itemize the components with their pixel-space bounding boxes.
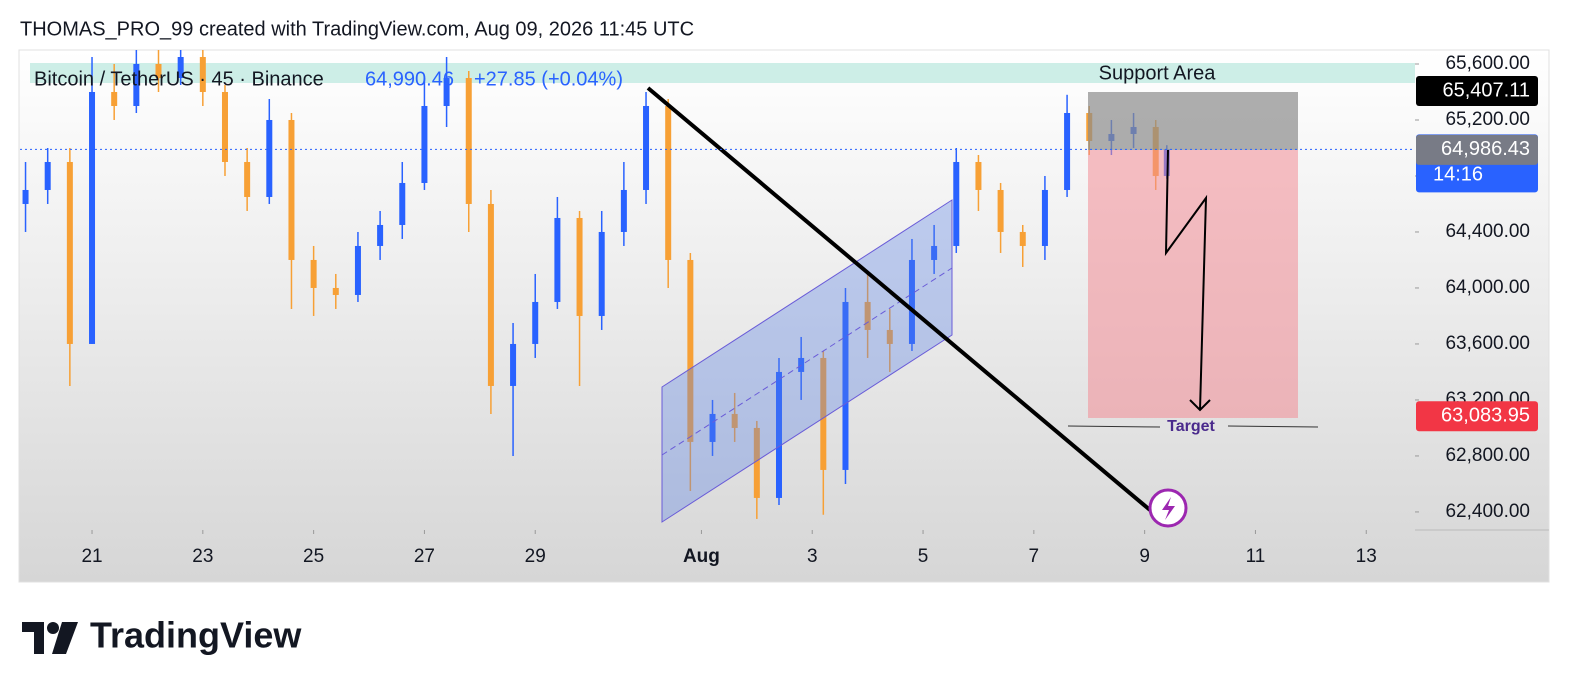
candle-body xyxy=(465,77,472,204)
candle-body xyxy=(66,161,73,344)
candle-body xyxy=(775,371,782,498)
candle-body xyxy=(908,259,915,344)
candle-body xyxy=(111,91,118,106)
x-tick-label: 7 xyxy=(1029,546,1040,567)
y-tick-label: 64,000.00 xyxy=(1445,277,1530,298)
price-tag-label: 64,986.43 xyxy=(1441,138,1530,160)
candle-body xyxy=(244,161,251,197)
candle-body xyxy=(532,301,539,344)
candle-body xyxy=(399,182,406,225)
candle-body xyxy=(554,217,561,302)
candle-body xyxy=(89,91,96,344)
x-tick-label: 5 xyxy=(918,546,929,567)
candle-body xyxy=(487,203,494,386)
candle-body xyxy=(643,105,650,190)
y-tick-label: 62,400.00 xyxy=(1445,501,1530,522)
change: +27.85 (+0.04%) xyxy=(474,68,623,90)
candle-body xyxy=(576,217,583,316)
target-line xyxy=(1227,425,1319,428)
x-tick-label: 11 xyxy=(1246,546,1266,567)
candle-body xyxy=(199,56,206,92)
candle-body xyxy=(1019,231,1026,246)
candle-body xyxy=(332,287,339,295)
x-tick-label: 21 xyxy=(81,546,102,567)
candle-body xyxy=(266,119,273,197)
candle-body xyxy=(421,105,428,183)
x-tick-label: 27 xyxy=(414,546,435,567)
y-tick-label: 63,600.00 xyxy=(1445,333,1530,354)
price-tag-label: 63,083.95 xyxy=(1441,404,1530,426)
candle-body xyxy=(177,56,184,78)
candle-body xyxy=(1064,112,1071,190)
candle-body xyxy=(820,357,827,470)
x-tick-label: 23 xyxy=(192,546,213,567)
y-tick-label: 65,200.00 xyxy=(1445,109,1530,130)
x-tick-label: 29 xyxy=(525,546,546,567)
y-tick-label: 62,800.00 xyxy=(1445,445,1530,466)
candle-body xyxy=(731,413,738,428)
x-tick-label: 3 xyxy=(807,546,818,567)
candle-body xyxy=(953,161,960,246)
candle-body xyxy=(155,63,162,78)
candle-body xyxy=(44,161,51,190)
candle-body xyxy=(997,189,1004,232)
price-tag xyxy=(1416,401,1538,432)
channel-mid xyxy=(661,267,953,456)
candle-body xyxy=(687,259,694,442)
axes: 62,400.0062,800.0063,200.0063,600.0064,0… xyxy=(20,53,1549,567)
candle-body xyxy=(22,189,29,204)
trendline xyxy=(646,86,1152,512)
candle-body xyxy=(842,301,849,470)
support-band xyxy=(30,63,1415,83)
x-tick-label: 13 xyxy=(1356,546,1377,567)
candle-body xyxy=(665,105,672,260)
price-tag xyxy=(1416,75,1538,106)
candle-body xyxy=(709,413,716,442)
target-line xyxy=(1067,425,1161,428)
last-price: 64,990.46 xyxy=(365,68,454,90)
alert-bolt xyxy=(1162,497,1175,520)
price-tag xyxy=(1416,134,1538,165)
candle-body xyxy=(864,301,871,330)
x-tick-label: 25 xyxy=(303,546,324,567)
candle-body xyxy=(133,63,140,106)
candle-body xyxy=(377,224,384,246)
target-zone xyxy=(1088,150,1298,418)
candle-body xyxy=(221,91,228,162)
symbol: Bitcoin / TetherUS · 45 · Binance xyxy=(34,68,324,90)
candle-body xyxy=(886,329,893,344)
countdown: 14:16 xyxy=(1433,164,1483,186)
candle-body xyxy=(1041,189,1048,246)
credit: THOMAS_PRO_99 created with TradingView.c… xyxy=(20,18,694,40)
candle-body xyxy=(753,427,760,498)
x-tick-label: 9 xyxy=(1139,546,1150,567)
candle-body xyxy=(288,119,295,260)
candle-body xyxy=(620,189,627,232)
candle-body xyxy=(443,77,450,106)
stop-zone xyxy=(1088,92,1298,150)
candle-body xyxy=(975,161,982,190)
target-label: Target xyxy=(1167,418,1215,435)
support-label: Support Area xyxy=(1099,62,1217,84)
candle-body xyxy=(310,259,317,288)
candle-body xyxy=(598,231,605,316)
y-tick-label: 65,600.00 xyxy=(1445,53,1530,74)
logo-text: TradingView xyxy=(90,615,302,656)
candle-body xyxy=(510,343,517,386)
zigzag-arrow xyxy=(1164,149,1211,412)
x-tick-label: Aug xyxy=(683,546,720,567)
y-tick-label: 64,400.00 xyxy=(1445,221,1530,242)
candle-body xyxy=(931,245,938,260)
price-tag-label: 65,407.11 xyxy=(1443,79,1531,101)
logo-mark xyxy=(22,622,78,654)
candle-body xyxy=(354,245,361,295)
